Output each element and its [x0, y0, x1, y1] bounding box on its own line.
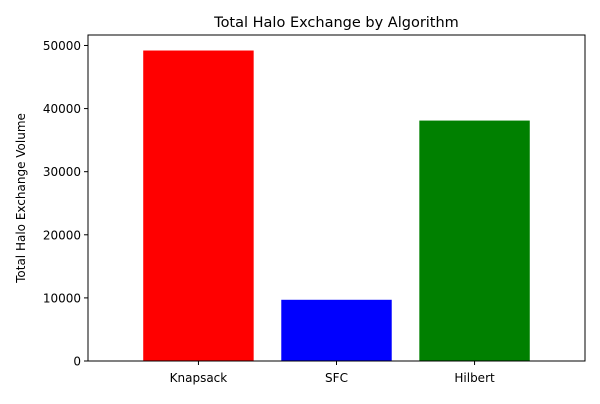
chart-title: Total Halo Exchange by Algorithm: [213, 15, 459, 31]
y-tick-label: 20000: [43, 228, 81, 242]
y-tick-label: 30000: [43, 165, 81, 179]
y-tick-label: 40000: [43, 102, 81, 116]
bars-layer: [143, 50, 530, 362]
bar-knapsack: [143, 50, 254, 362]
bar-sfc: [281, 299, 392, 361]
x-tick-label: Hilbert: [454, 371, 495, 385]
x-tick-label: Knapsack: [170, 371, 228, 385]
y-axis-label: Total Halo Exchange Volume: [14, 113, 28, 284]
axes-layer: Knapsack SFC Hilbert 0 10000 20000 30000 40000 5…: [43, 34, 586, 385]
y-tick-label: 10000: [43, 291, 81, 305]
y-tick-label: 0: [73, 355, 81, 369]
x-tick-label: SFC: [325, 371, 348, 385]
bar-hilbert: [419, 120, 530, 361]
y-tick-label: 50000: [43, 39, 81, 53]
plot-frame: [87, 34, 586, 362]
